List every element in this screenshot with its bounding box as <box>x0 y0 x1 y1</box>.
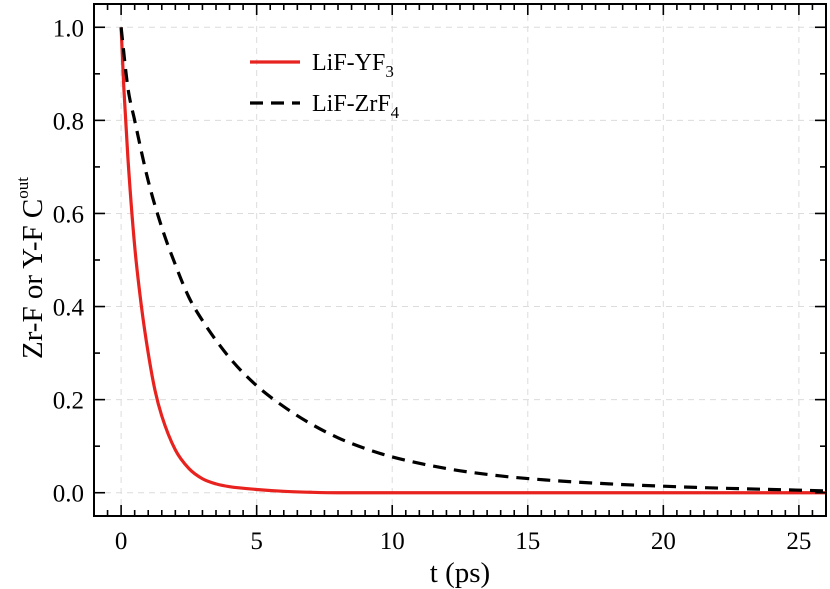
x-tick-label: 25 <box>786 528 811 555</box>
grid <box>94 4 826 516</box>
plot-area-frame <box>93 3 827 517</box>
series-layer <box>119 27 826 495</box>
y-tick-label: 0.4 <box>53 295 85 322</box>
y-tick-label: 0.2 <box>53 388 84 415</box>
axis-ticks <box>94 4 826 516</box>
x-tick-label: 0 <box>115 528 128 555</box>
legend: LiF-YF3 LiF-ZrF4 <box>250 50 400 122</box>
legend-label-lif-yf3: LiF-YF3 <box>312 50 394 81</box>
y-axis-title-main: Zr-F or Y-F C <box>17 199 49 359</box>
x-tick-label: 10 <box>380 528 405 555</box>
series-line-lif-yf3 <box>119 27 826 495</box>
x-tick-label: 5 <box>250 528 263 555</box>
y-tick-label: 0.0 <box>53 481 84 508</box>
y-tick-label: 1.0 <box>53 15 84 42</box>
x-tick-label: 15 <box>515 528 540 555</box>
x-axis-title: t (ps) <box>430 557 490 589</box>
y-axis-title-superscript: out <box>13 177 32 199</box>
legend-label-lif-zrf4: LiF-ZrF4 <box>312 91 400 122</box>
series-line-lif-zrf4 <box>119 27 826 493</box>
x-tick-label: 20 <box>651 528 676 555</box>
tick-labels: 0 5 10 15 20 25 0.0 0.2 0.4 0.6 0.8 1.0 <box>53 15 812 555</box>
y-tick-label: 0.8 <box>53 108 84 135</box>
svg-text:Zr-F or Y-F Cout: Zr-F or Y-F Cout <box>13 177 49 359</box>
y-tick-label: 0.6 <box>53 201 84 228</box>
y-axis-title: Zr-F or Y-F Cout <box>13 177 49 359</box>
